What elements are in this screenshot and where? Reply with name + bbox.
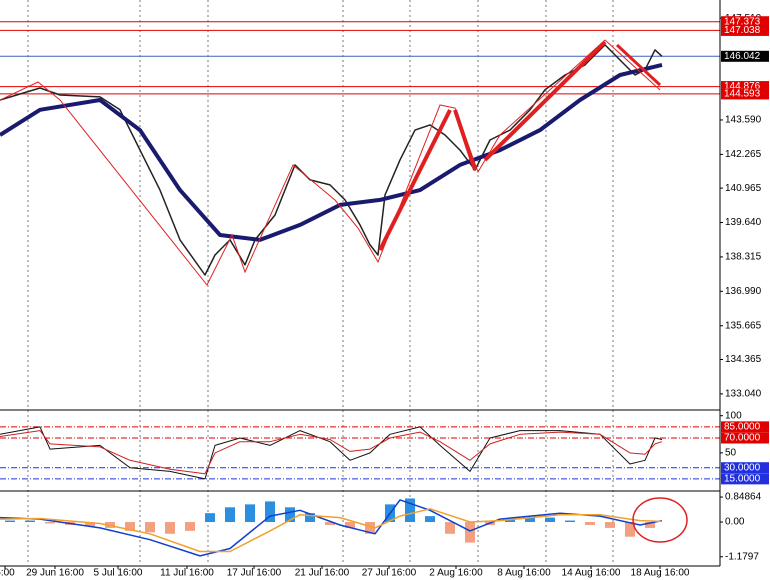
histogram-bar — [185, 522, 195, 531]
zigzag-annotations — [0, 39, 688, 543]
level-label: 70.0000 — [724, 433, 761, 444]
y-tick-label: 133.040 — [725, 389, 762, 400]
level-box — [721, 50, 769, 62]
y-tick-label: 134.365 — [725, 354, 762, 365]
histogram-bar — [345, 522, 355, 528]
histogram-bar — [505, 519, 515, 523]
y-tick-label: 139.640 — [725, 217, 762, 228]
level-box — [721, 421, 769, 433]
x-tick-label: 11 Jul 16:00 — [160, 568, 214, 579]
histogram-bar — [365, 522, 375, 534]
x-tick-label: 14 Aug 16:00 — [562, 568, 621, 579]
histogram-bar — [605, 522, 615, 528]
y-tick-label: 136.990 — [725, 286, 762, 297]
signal-line — [0, 499, 663, 557]
level-label: 147.373 — [724, 16, 761, 27]
level-label: 30.0000 — [724, 462, 761, 473]
histogram-bar — [525, 517, 535, 523]
histogram-bar — [305, 513, 315, 523]
level-label: 85.0000 — [724, 421, 761, 432]
histogram-bar — [625, 522, 635, 537]
level-box — [721, 16, 769, 28]
histogram-bar — [225, 507, 235, 523]
x-tick-label: 6:00 — [0, 568, 15, 579]
histogram-bar — [445, 522, 455, 534]
level-label: 146.042 — [724, 51, 761, 62]
y-tick-label: 100 — [725, 410, 742, 421]
histogram-bar — [85, 522, 95, 527]
histogram-bar — [265, 501, 275, 523]
level-box — [721, 24, 769, 36]
y-tick-label: 0.84864 — [725, 492, 762, 503]
histogram-bar — [205, 513, 215, 523]
histogram-bar — [585, 522, 595, 525]
x-tick-label: 5 Jul 16:00 — [94, 568, 143, 579]
histogram-bar — [5, 520, 15, 523]
x-tick-label: 21 Jul 16:00 — [295, 568, 350, 579]
histogram-bar — [25, 520, 35, 523]
signal-line — [0, 508, 663, 553]
x-tick-label: 8 Aug 16:00 — [497, 568, 551, 579]
y-tick-label: 143.590 — [725, 115, 762, 126]
histogram-bar — [165, 522, 175, 534]
y-tick-label: 138.315 — [725, 252, 762, 263]
level-box — [721, 88, 769, 100]
level-box — [721, 462, 769, 474]
histogram-bar — [45, 522, 55, 524]
x-tick-label: 18 Aug 16:00 — [631, 568, 690, 579]
histogram-bar — [285, 507, 295, 523]
level-box — [721, 81, 769, 93]
time-grid — [27, 0, 614, 565]
price-line — [0, 62, 663, 242]
y-tick-label: 140.965 — [725, 183, 762, 194]
histogram-bar — [405, 498, 415, 523]
level-label: 147.038 — [724, 25, 761, 36]
histogram-bar — [245, 504, 255, 523]
histogram-bar — [545, 517, 555, 523]
y-tick-label: 135.665 — [725, 320, 762, 331]
histogram-bar — [645, 522, 655, 528]
level-label: 144.876 — [724, 81, 761, 92]
histogram-bar — [325, 522, 335, 525]
histogram-bar — [145, 522, 155, 533]
plot-layer — [0, 21, 720, 557]
level-box — [721, 473, 769, 485]
panel-borders — [0, 0, 721, 567]
y-tick-label: 0.00 — [725, 517, 745, 528]
y-tick-label: -1.1797 — [725, 551, 759, 562]
histogram-bar — [125, 522, 135, 531]
price-line — [0, 430, 663, 475]
y-tick-label: 50 — [725, 447, 737, 458]
x-tick-label: 2 Aug 16:00 — [429, 568, 483, 579]
histogram-bar — [465, 522, 475, 543]
x-tick-label: 29 Jun 16:00 — [26, 568, 84, 579]
level-label: 144.593 — [724, 89, 761, 100]
histogram-bar — [425, 516, 435, 523]
level-box — [721, 432, 769, 444]
x-tick-label: 27 Jul 16:00 — [362, 568, 417, 579]
level-label: 15.0000 — [724, 473, 761, 484]
histogram-bar — [565, 520, 575, 523]
x-tick-label: 17 Jul 16:00 — [227, 568, 282, 579]
y-tick-label: 142.265 — [725, 149, 762, 160]
